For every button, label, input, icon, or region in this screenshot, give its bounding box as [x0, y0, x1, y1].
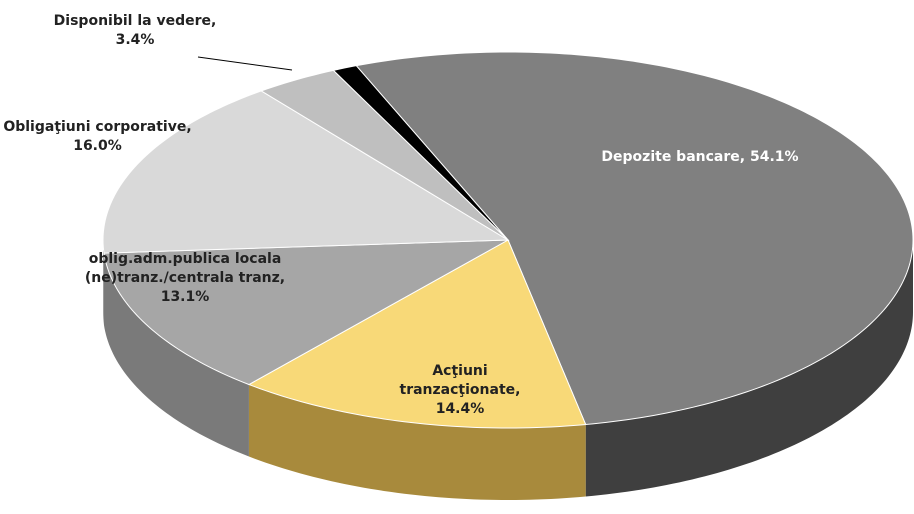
data-label: Obligaţiuni corporative, 16.0% [0, 118, 195, 156]
label-category: Obligaţiuni corporative [3, 119, 187, 135]
slice [102, 90, 510, 254]
data-label: Acţiuni tranzacţionate, 14.4% [385, 362, 535, 419]
label-category: Depozite bancare [601, 149, 740, 165]
slice [103, 239, 509, 386]
label-value: 14.4% [435, 401, 485, 417]
slice-side [585, 240, 913, 497]
slice-side [103, 240, 104, 326]
label-separator: , [515, 382, 521, 398]
label-value: 54.1% [749, 149, 799, 165]
label-separator: , [279, 270, 286, 286]
label-separator: , [186, 119, 192, 135]
data-label: Disponibil la vedere, 3.4% [45, 12, 225, 50]
slice [247, 239, 587, 429]
label-category: Disponibil la vedere [53, 13, 211, 29]
label-value: 3.4% [115, 32, 155, 48]
label-value: 16.0% [73, 138, 122, 154]
label-separator: , [210, 13, 217, 29]
data-label: oblig.adm.publica locala (ne)tranz./cent… [60, 250, 310, 307]
label-category: Acţiuni tranzacţionate [399, 363, 516, 398]
label-separator: , [739, 149, 746, 165]
slice [355, 51, 914, 426]
data-label: Depozite bancare, 54.1% [600, 148, 800, 167]
label-category: oblig.adm.publica locala (ne)tranz./cent… [84, 251, 282, 286]
slice-side [248, 384, 586, 500]
slice [260, 69, 509, 241]
slice-side [103, 253, 249, 457]
slice [332, 65, 509, 241]
leader-line [197, 56, 293, 71]
label-value: 13.1% [160, 289, 210, 305]
